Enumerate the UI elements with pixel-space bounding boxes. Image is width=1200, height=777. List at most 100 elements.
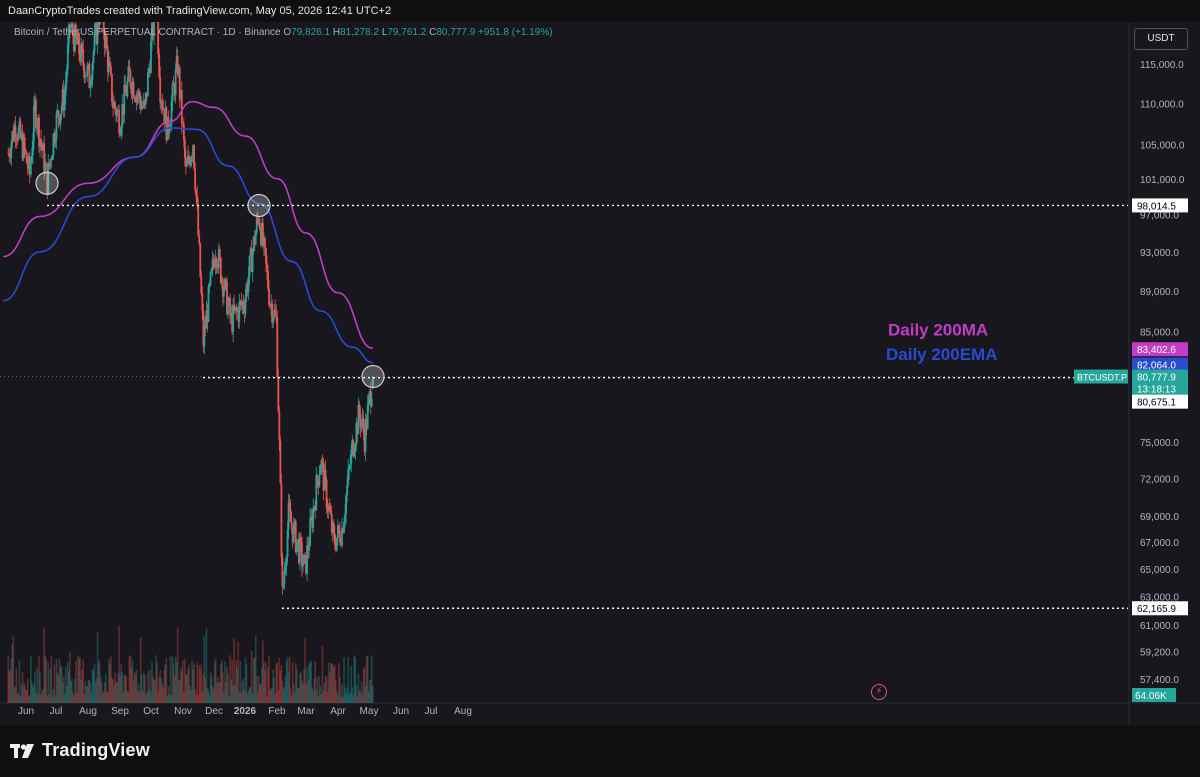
candle-body xyxy=(92,51,95,64)
volume-bar xyxy=(51,696,54,703)
candle-body xyxy=(199,243,202,277)
candle-body xyxy=(351,439,354,450)
volume-bar xyxy=(155,655,157,703)
candle-body xyxy=(356,422,359,435)
volume-bar xyxy=(228,696,230,703)
volume-bar xyxy=(196,662,198,703)
volume-bar xyxy=(284,675,287,703)
volume-bar xyxy=(360,681,363,703)
volume-bar xyxy=(176,627,179,703)
volume-bar xyxy=(133,671,136,703)
candle-body xyxy=(208,284,211,287)
candle-body xyxy=(116,110,118,117)
candle-body xyxy=(325,479,328,509)
candle-body xyxy=(222,290,225,297)
y-tick-label: 65,000.0 xyxy=(1140,565,1179,576)
candle-body xyxy=(18,121,21,128)
candle-body xyxy=(55,113,58,140)
volume-bar xyxy=(358,689,361,703)
candle-body xyxy=(136,94,139,96)
volume-bar xyxy=(234,684,236,703)
volume-bar xyxy=(25,690,28,703)
volume-bar xyxy=(50,656,53,703)
volume-bar xyxy=(338,663,340,703)
volume-bar xyxy=(195,695,197,703)
candle-body xyxy=(91,63,94,81)
volume-bar xyxy=(89,683,92,703)
volume-bar xyxy=(204,676,207,703)
volume-bar xyxy=(341,684,343,703)
chart-area[interactable]: Jun Jul Aug Sep Oct Nov Dec 2026 Feb Mar Apr May Jun… xyxy=(0,22,1200,725)
volume-bar xyxy=(93,663,96,703)
candle-body xyxy=(273,309,276,319)
candle-body xyxy=(365,419,368,429)
candle-body xyxy=(96,22,99,44)
volume-bar xyxy=(336,690,338,703)
volume-bar xyxy=(159,670,162,703)
volume-bar xyxy=(61,682,64,703)
y-tick-label: 115,000.0 xyxy=(1140,60,1184,71)
candle-body xyxy=(362,418,365,433)
volume-bar xyxy=(372,686,374,703)
volume-bar xyxy=(118,625,120,703)
volume-bar xyxy=(207,690,210,703)
tradingview-logo[interactable]: TradingView xyxy=(10,740,150,761)
candle-body xyxy=(231,312,234,333)
candle-body xyxy=(338,525,340,532)
candle-body xyxy=(48,163,51,167)
candle-body xyxy=(332,522,335,534)
candle-body xyxy=(302,564,304,567)
chart-attribution: DaanCryptoTrades created with TradingVie… xyxy=(0,0,1200,22)
candle-body xyxy=(256,218,259,220)
candle-body xyxy=(264,237,266,248)
volume-bar xyxy=(164,663,167,703)
candle-body xyxy=(49,159,52,167)
candle-body xyxy=(211,259,214,269)
candle-body xyxy=(290,522,293,527)
volume-bar xyxy=(354,657,357,703)
volume-bar xyxy=(218,681,221,703)
volume-bar xyxy=(85,686,88,703)
candle-body xyxy=(180,90,183,124)
candle-body xyxy=(312,507,315,528)
volume-bar xyxy=(264,669,266,703)
candle-body xyxy=(234,306,237,311)
volume-bar xyxy=(235,660,238,703)
candle-body xyxy=(40,138,42,145)
volume-bar xyxy=(58,659,61,703)
price-chart[interactable]: Jun Jul Aug Sep Oct Nov Dec 2026 Feb Mar Apr May Jun… xyxy=(0,22,1200,725)
candle-body xyxy=(42,143,45,151)
candle-body xyxy=(255,218,258,233)
volume-bar xyxy=(254,635,257,703)
volume-bar xyxy=(225,681,227,703)
volume-bar xyxy=(64,667,67,703)
candle-body xyxy=(355,422,358,446)
candle-body xyxy=(203,325,206,347)
candle-body xyxy=(280,483,283,557)
open-value: 79,826.1 xyxy=(291,27,331,38)
candle-body xyxy=(283,571,286,584)
candle-body xyxy=(80,43,83,62)
candle-body xyxy=(259,229,262,245)
level-80k-label: 80,675.1 xyxy=(1137,398,1176,409)
volume-bar xyxy=(119,675,121,703)
volume-bar xyxy=(260,683,262,703)
volume-bar xyxy=(288,656,291,703)
candle-body xyxy=(27,156,30,169)
volume-bar xyxy=(274,693,277,703)
currency-button[interactable]: USDT xyxy=(1134,28,1188,50)
candle-body xyxy=(270,303,273,306)
lightning-icon[interactable]: ⚡ xyxy=(871,684,887,700)
volume-bar xyxy=(66,661,69,703)
volume-bar xyxy=(334,664,336,703)
candle-body xyxy=(165,107,168,141)
volume-bar xyxy=(277,690,280,703)
volume-bar xyxy=(88,679,91,703)
candle-body xyxy=(347,469,350,485)
volume-bar xyxy=(139,637,142,703)
candle-body xyxy=(173,85,176,96)
high-key: H xyxy=(332,27,341,38)
candle-body xyxy=(326,508,329,511)
y-tick-label: 85,000.0 xyxy=(1140,327,1179,338)
volume-bar xyxy=(150,691,152,703)
